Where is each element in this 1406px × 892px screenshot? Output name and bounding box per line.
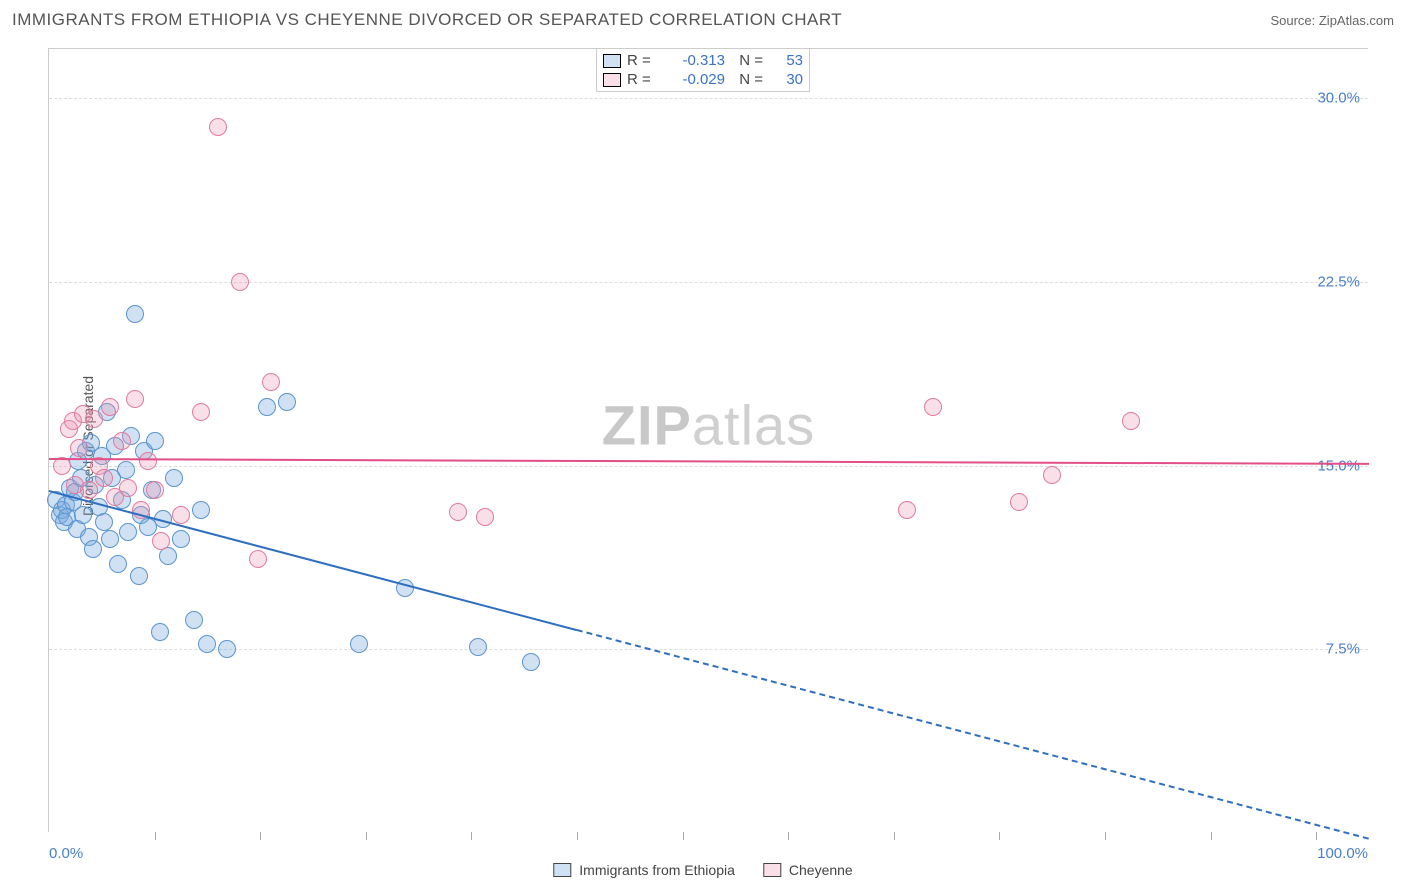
y-tick-label: 7.5% — [1326, 641, 1360, 658]
regression-line — [49, 458, 1369, 465]
swatch-pink-icon — [763, 863, 781, 877]
y-tick-label: 22.5% — [1317, 273, 1360, 290]
data-point — [231, 273, 249, 291]
data-point — [258, 398, 276, 416]
data-point — [101, 530, 119, 548]
data-point — [85, 410, 103, 428]
data-point — [522, 653, 540, 671]
chart-header: IMMIGRANTS FROM ETHIOPIA VS CHEYENNE DIV… — [12, 10, 1394, 30]
data-point — [165, 469, 183, 487]
x-tick — [577, 832, 578, 840]
data-point — [130, 567, 148, 585]
data-point — [117, 461, 135, 479]
gridline — [49, 98, 1368, 99]
legend-row-1: R = -0.313 N = 53 — [603, 51, 803, 70]
x-tick — [471, 832, 472, 840]
x-tick — [366, 832, 367, 840]
chart-source: Source: ZipAtlas.com — [1270, 13, 1394, 28]
gridline — [49, 649, 1368, 650]
gridline — [49, 466, 1368, 467]
x-tick — [1316, 832, 1317, 840]
regression-line — [48, 490, 576, 631]
data-point — [95, 513, 113, 531]
x-axis-max: 100.0% — [1317, 845, 1368, 862]
data-point — [101, 398, 119, 416]
swatch-blue-icon — [553, 863, 571, 877]
data-point — [1122, 412, 1140, 430]
data-point — [449, 503, 467, 521]
legend-item-2: Cheyenne — [763, 862, 853, 878]
data-point — [152, 532, 170, 550]
data-point — [350, 635, 368, 653]
y-tick-label: 15.0% — [1317, 457, 1360, 474]
watermark: ZIPatlas — [602, 392, 815, 457]
data-point — [172, 506, 190, 524]
data-point — [126, 305, 144, 323]
correlation-legend: R = -0.313 N = 53 R = -0.029 N = 30 — [596, 48, 810, 92]
data-point — [469, 638, 487, 656]
data-point — [218, 640, 236, 658]
swatch-pink — [603, 73, 621, 87]
data-point — [262, 373, 280, 391]
series-legend: Immigrants from Ethiopia Cheyenne — [553, 862, 852, 878]
x-tick — [260, 832, 261, 840]
data-point — [278, 393, 296, 411]
data-point — [84, 540, 102, 558]
data-point — [898, 501, 916, 519]
data-point — [192, 403, 210, 421]
data-point — [476, 508, 494, 526]
data-point — [185, 611, 203, 629]
data-point — [198, 635, 216, 653]
data-point — [70, 439, 88, 457]
data-point — [113, 432, 131, 450]
data-point — [209, 118, 227, 136]
x-tick — [683, 832, 684, 840]
data-point — [146, 432, 164, 450]
x-tick — [999, 832, 1000, 840]
data-point — [126, 390, 144, 408]
x-tick — [1211, 832, 1212, 840]
x-tick — [788, 832, 789, 840]
data-point — [924, 398, 942, 416]
data-point — [172, 530, 190, 548]
legend-row-2: R = -0.029 N = 30 — [603, 70, 803, 89]
chart-title: IMMIGRANTS FROM ETHIOPIA VS CHEYENNE DIV… — [12, 10, 842, 30]
data-point — [151, 623, 169, 641]
data-point — [249, 550, 267, 568]
x-tick — [155, 832, 156, 840]
swatch-blue — [603, 54, 621, 68]
data-point — [139, 452, 157, 470]
x-axis-min: 0.0% — [49, 845, 83, 862]
data-point — [192, 501, 210, 519]
regression-line — [576, 629, 1368, 840]
legend-item-1: Immigrants from Ethiopia — [553, 862, 735, 878]
plot-area: ZIPatlas 0.0% 100.0% 7.5%15.0%22.5%30.0% — [48, 48, 1368, 832]
data-point — [95, 469, 113, 487]
data-point — [119, 523, 137, 541]
data-point — [80, 481, 98, 499]
data-point — [1043, 466, 1061, 484]
data-point — [1010, 493, 1028, 511]
data-point — [119, 479, 137, 497]
y-tick-label: 30.0% — [1317, 90, 1360, 107]
x-tick — [1105, 832, 1106, 840]
data-point — [109, 555, 127, 573]
x-tick — [894, 832, 895, 840]
data-point — [146, 481, 164, 499]
